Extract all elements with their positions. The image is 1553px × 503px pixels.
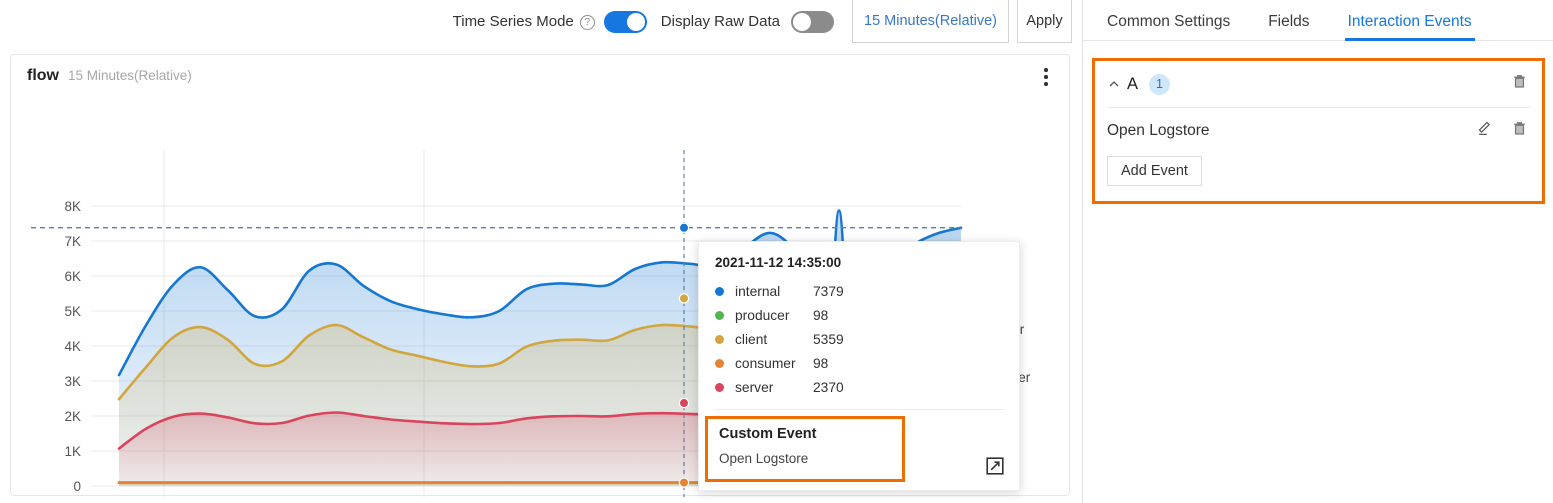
interaction-event-group: A 1 Open Logstore [1092,58,1545,204]
tooltip-series-list: internal 7379 producer 98 client 5359 consumer… [715,279,1003,399]
series-color-dot [715,382,724,392]
apply-label: Apply [1026,13,1063,29]
y-axis-tick-label: 6K [64,269,81,284]
event-list-item: Open Logstore [1095,108,1542,154]
add-event-button[interactable]: Add Event [1107,156,1202,186]
apply-button[interactable]: Apply [1017,0,1072,43]
cursor-marker-server [678,397,690,409]
time-range-value: 15 Minutes(Relative) [864,13,997,29]
event-group-header: A 1 [1095,61,1542,107]
chart-title: flow [27,67,59,84]
series-color-dot [715,286,724,296]
cursor-marker-consumer [678,477,690,488]
series-value: 2370 [813,379,844,395]
tab-common-settings[interactable]: Common Settings [1107,12,1231,30]
y-axis-tick-label: 3K [64,374,81,389]
tooltip-row: client 5359 [715,327,1003,351]
time-series-mode-label: Time Series Mode [452,13,574,30]
tooltip-divider [715,409,1005,410]
chart-pane: Time Series Mode ? Display Raw Data 15 M… [0,0,1080,497]
tooltip-row: producer 98 [715,303,1003,327]
event-item-actions [1476,120,1528,142]
tooltip-row: server 2370 [715,375,1003,399]
chart-card: flow 15 Minutes(Relative) 0 1K 2K 3K 4K 5K 6K 7… [10,54,1070,497]
series-name: producer [735,307,790,323]
trash-icon[interactable] [1511,73,1528,95]
tooltip-row: internal 7379 [715,279,1003,303]
y-axis-tick-label: 1K [64,444,81,459]
help-icon[interactable]: ? [579,15,595,30]
settings-pane: Common Settings Fields Interaction Event… [1082,0,1553,503]
cursor-marker-client [678,293,690,304]
series-name: consumer [735,355,796,371]
time-range-picker[interactable]: 15 Minutes(Relative) [852,0,1009,43]
pencil-icon[interactable] [1476,120,1493,142]
toggle-knob [626,12,645,31]
series-value: 98 [813,307,829,323]
tab-fields[interactable]: Fields [1268,12,1310,30]
series-name: client [735,331,768,347]
chart-header: flow 15 Minutes(Relative) [27,67,192,85]
y-axis-tick-label: 7K [64,234,81,249]
external-link-icon[interactable] [986,457,1004,475]
series-color-dot [715,334,724,344]
display-raw-data-label: Display Raw Data [660,13,780,30]
event-group-divider [1107,107,1530,108]
y-axis-tick-label: 8K [64,199,81,214]
y-axis-tick-label: 5K [64,304,81,319]
more-options-icon[interactable] [1037,64,1055,90]
chart-toolbar: Time Series Mode ? Display Raw Data 15 M… [0,0,1080,43]
tooltip-open-logstore-link[interactable]: Open Logstore [719,451,809,466]
event-group-count-badge: 1 [1149,73,1171,95]
y-axis-tick-label: 4K [64,339,81,354]
time-series-mode-toggle[interactable] [603,10,647,33]
series-name: server [735,379,774,395]
series-name: internal [735,283,781,299]
event-item-label: Open Logstore [1107,122,1210,139]
chart-subtitle: 15 Minutes(Relative) [68,68,192,83]
series-value: 98 [813,355,829,371]
settings-tabs: Common Settings Fields Interaction Event… [1083,0,1553,41]
series-value: 7379 [813,283,844,299]
trash-icon[interactable] [1511,120,1528,142]
series-value: 5359 [813,331,844,347]
tab-interaction-events[interactable]: Interaction Events [1344,0,1475,41]
cursor-marker-internal [678,222,690,233]
series-color-dot [715,310,724,320]
tooltip-timestamp: 2021-11-12 14:35:00 [715,255,842,270]
y-axis-tick-label: 2K [64,409,81,424]
chevron-up-icon[interactable] [1107,77,1121,91]
tooltip-custom-event-title: Custom Event [719,426,817,442]
event-group-name: A [1127,74,1139,93]
display-raw-data-toggle[interactable] [791,10,834,33]
y-axis-tick-label: 0 [73,479,81,494]
toggle-knob [793,12,811,31]
tooltip-custom-event-box: Custom Event Open Logstore [705,416,905,482]
tooltip-row: consumer 98 [715,351,1003,375]
series-color-dot [715,358,724,368]
